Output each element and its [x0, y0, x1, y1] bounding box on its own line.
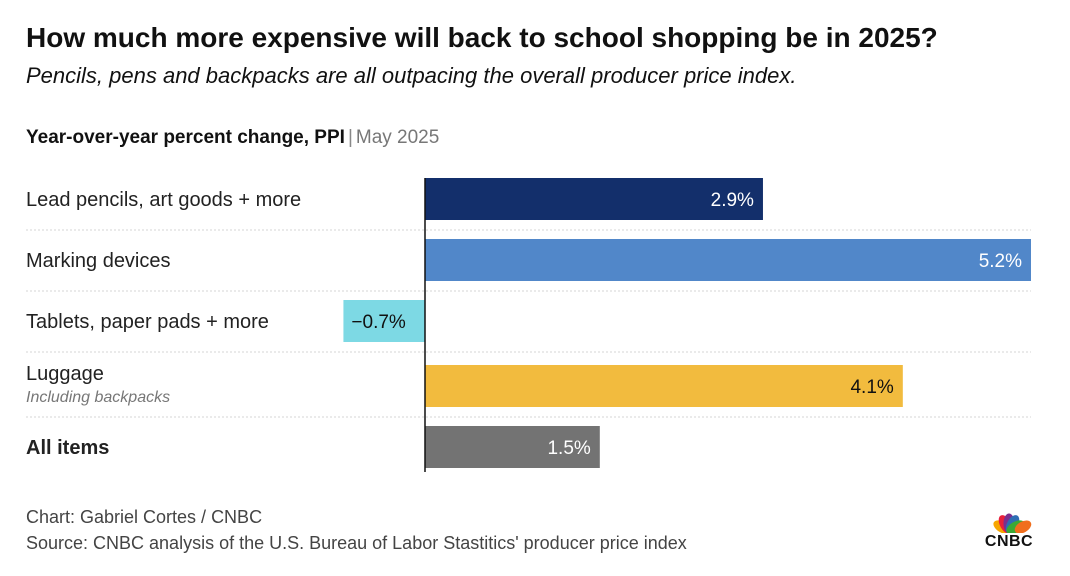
- bar-4: [425, 365, 903, 407]
- chart-source: Source: CNBC analysis of the U.S. Bureau…: [26, 533, 687, 553]
- data-label-1: 2.9%: [711, 190, 754, 211]
- peacock-feather: [1014, 520, 1032, 534]
- bar-2: [425, 239, 1031, 281]
- bar-3: [343, 300, 425, 342]
- category-sublabel-4: Including backpacks: [26, 389, 170, 406]
- measure-date: May 2025: [355, 127, 440, 148]
- data-label-3: −0.7%: [351, 312, 406, 333]
- category-label-4: Luggage: [26, 363, 104, 385]
- cnbc-logo: CNBC: [980, 505, 1038, 553]
- data-label-5: 1.5%: [547, 438, 590, 459]
- category-label-2: Marking devices: [26, 250, 171, 272]
- category-label-1: Lead pencils, art goods + more: [26, 189, 301, 211]
- chart-title: How much more expensive will back to sch…: [26, 22, 938, 53]
- category-label-3: Tablets, paper pads + more: [26, 311, 269, 333]
- measure-separator: |: [347, 127, 353, 148]
- bar-5: [425, 426, 600, 468]
- category-label-5: All items: [26, 437, 109, 459]
- data-label-4: 4.1%: [850, 377, 893, 398]
- chart-subtitle: Pencils, pens and backpacks are all outp…: [26, 63, 797, 88]
- bar-1: [425, 178, 763, 220]
- measure-line: Year-over-year percent change, PPI | May 2…: [26, 127, 439, 149]
- chart-credit: Chart: Gabriel Cortes / CNBC: [26, 507, 263, 527]
- peacock-icon: [993, 513, 1032, 535]
- measure-label: Year-over-year percent change, PPI: [26, 127, 345, 148]
- bar-chart: 2.9% Lead pencils, art goods + more 5.2% Ma…: [26, 178, 1031, 472]
- logo-text: CNBC: [984, 533, 1034, 550]
- data-label-2: 5.2%: [979, 251, 1022, 272]
